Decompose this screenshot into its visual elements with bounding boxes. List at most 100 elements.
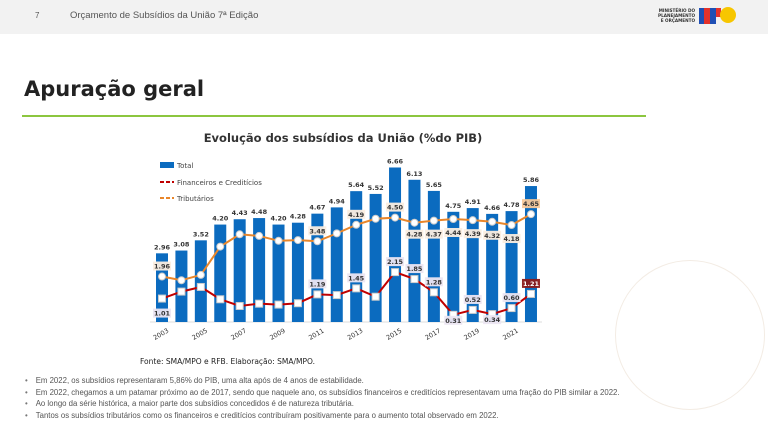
bar-label-2005: 3.52 — [193, 230, 209, 238]
data-label-tributarios-2003: 1.96 — [154, 263, 171, 271]
bar-label-2006: 4.20 — [212, 215, 229, 223]
bar-label-2016: 6.13 — [406, 170, 422, 178]
heading-divider — [22, 115, 646, 117]
bar-label-2007: 4.43 — [232, 209, 248, 217]
x-tick-label: 2005 — [191, 327, 209, 342]
data-label-financeiros-2016: 1.85 — [406, 265, 423, 273]
bar-label-2009: 4.20 — [270, 215, 287, 223]
bullet-item: Em 2022, os subsídios representaram 5,86… — [25, 375, 758, 387]
x-tick-label: 2013 — [346, 327, 364, 342]
bar-total-2014 — [369, 193, 382, 322]
data-label-tributarios-2015: 4.50 — [387, 204, 404, 212]
point-tributarios-2015 — [391, 213, 400, 222]
point-financeiros-2003 — [158, 294, 166, 303]
data-label-financeiros-2015: 2.15 — [387, 258, 404, 266]
point-tributarios-2021 — [507, 221, 516, 230]
data-label-bg-financeiros — [405, 264, 424, 274]
data-label-financeiros-2022: 1.21 — [523, 280, 540, 288]
point-financeiros-2009 — [274, 300, 283, 309]
data-label-financeiros-2013: 1.45 — [348, 274, 365, 282]
legend-label-financeiros: Financeiros e Creditícios — [177, 179, 262, 187]
x-tick-label: 2017 — [424, 327, 442, 342]
chart-source: Fonte: SMA/MPO e RFB. Elaboração: SMA/MP… — [140, 357, 315, 366]
bullet-item: Ao longo da série histórica, a maior par… — [25, 398, 758, 410]
data-label-tributarios-2013: 4.19 — [348, 211, 365, 219]
data-label-tributarios-2011: 3.48 — [309, 227, 326, 235]
point-tributarios-2022 — [526, 210, 535, 219]
x-tick-label: 2021 — [501, 327, 519, 342]
point-financeiros-2008 — [255, 299, 264, 308]
data-label-bg-tributarios — [347, 209, 366, 219]
bar-label-2014: 5.52 — [368, 184, 384, 192]
point-tributarios-2020 — [488, 217, 497, 226]
point-financeiros-2010 — [293, 299, 302, 308]
point-financeiros-2016 — [410, 275, 419, 284]
bar-label-2018: 4.75 — [445, 202, 462, 210]
bar-label-2020: 4.66 — [484, 204, 501, 212]
data-label-bg-tributarios — [463, 229, 482, 239]
bar-label-2015: 6.66 — [387, 157, 404, 165]
data-label-bg-tributarios — [153, 261, 171, 271]
point-tributarios-2014 — [371, 214, 380, 223]
point-financeiros-2004 — [177, 287, 186, 296]
bar-total-2007 — [233, 219, 246, 322]
data-label-tributarios-2017: 4.37 — [426, 231, 442, 239]
bar-label-2022: 5.86 — [523, 176, 540, 184]
data-label-bg-financeiros — [444, 315, 463, 325]
point-tributarios-2016 — [410, 218, 419, 227]
data-label-financeiros-2020: 0.34 — [484, 316, 501, 324]
bar-label-2003: 2.96 — [154, 243, 171, 251]
bullet-list: Em 2022, os subsídios representaram 5,86… — [25, 375, 758, 421]
bar-label-2013: 5.64 — [348, 181, 365, 189]
point-tributarios-2010 — [293, 236, 302, 245]
data-label-financeiros-2021: 0.60 — [504, 294, 521, 302]
data-label-financeiros-2018: 0.31 — [445, 317, 462, 325]
x-tick-label: 2011 — [307, 327, 325, 342]
mpo-logo-icon — [699, 7, 737, 24]
data-label-bg-tributarios — [483, 230, 502, 240]
data-label-bg-tributarios — [521, 199, 540, 209]
page-number: 7 — [35, 11, 40, 20]
point-financeiros-2022 — [526, 289, 535, 298]
data-label-financeiros-2011: 1.19 — [309, 280, 326, 288]
page-heading: Apuração geral — [24, 77, 205, 101]
top-bar: 7 Orçamento de Subsídios da União 7ª Edi… — [0, 0, 768, 34]
point-tributarios-2003 — [158, 272, 166, 281]
data-label-bg-financeiros — [424, 277, 443, 287]
point-financeiros-2017 — [429, 288, 438, 297]
bar-label-2019: 4.91 — [465, 198, 482, 206]
data-label-bg-tributarios — [308, 226, 327, 236]
data-label-tributarios-2021: 4.18 — [504, 235, 521, 243]
x-tick-label: 2019 — [463, 327, 481, 342]
bar-total-2017 — [427, 190, 440, 322]
point-financeiros-2006 — [216, 295, 225, 304]
point-financeiros-2007 — [235, 301, 244, 310]
data-label-tributarios-2020: 4.32 — [484, 232, 500, 240]
bar-label-2021: 4.78 — [504, 201, 521, 209]
point-financeiros-2014 — [371, 292, 380, 301]
data-label-bg-financeiros — [502, 293, 521, 303]
data-label-bg-financeiros — [308, 279, 327, 289]
data-label-tributarios-2018: 4.44 — [445, 229, 462, 237]
bar-label-2008: 4.48 — [251, 208, 268, 216]
data-label-financeiros-2019: 0.52 — [465, 296, 481, 304]
bullet-item: Tantos os subsídios tributários como os … — [25, 410, 758, 422]
point-tributarios-2012 — [332, 229, 341, 238]
point-tributarios-2017 — [429, 216, 438, 225]
legend-swatch-total — [160, 162, 174, 168]
data-label-bg-tributarios — [444, 227, 463, 237]
logo-text: MINISTÉRIO DO PLANEJAMENTO E ORÇAMENTO — [658, 7, 696, 23]
bar-label-2017: 5.65 — [426, 181, 443, 189]
point-financeiros-2013 — [352, 284, 361, 293]
data-label-bg-tributarios — [405, 229, 424, 239]
point-tributarios-2008 — [255, 231, 264, 240]
x-tick-label: 2015 — [385, 327, 403, 342]
point-tributarios-2019 — [468, 216, 477, 225]
mpo-logo: MINISTÉRIO DO PLANEJAMENTO E ORÇAMENTO — [658, 5, 737, 25]
bar-total-2020 — [486, 213, 499, 322]
point-financeiros-2015 — [391, 268, 400, 277]
data-label-financeiros-2003: 1.01 — [154, 310, 171, 318]
bar-label-2010: 4.28 — [290, 213, 307, 221]
bar-total-2005 — [194, 240, 207, 322]
point-tributarios-2004 — [177, 276, 186, 285]
